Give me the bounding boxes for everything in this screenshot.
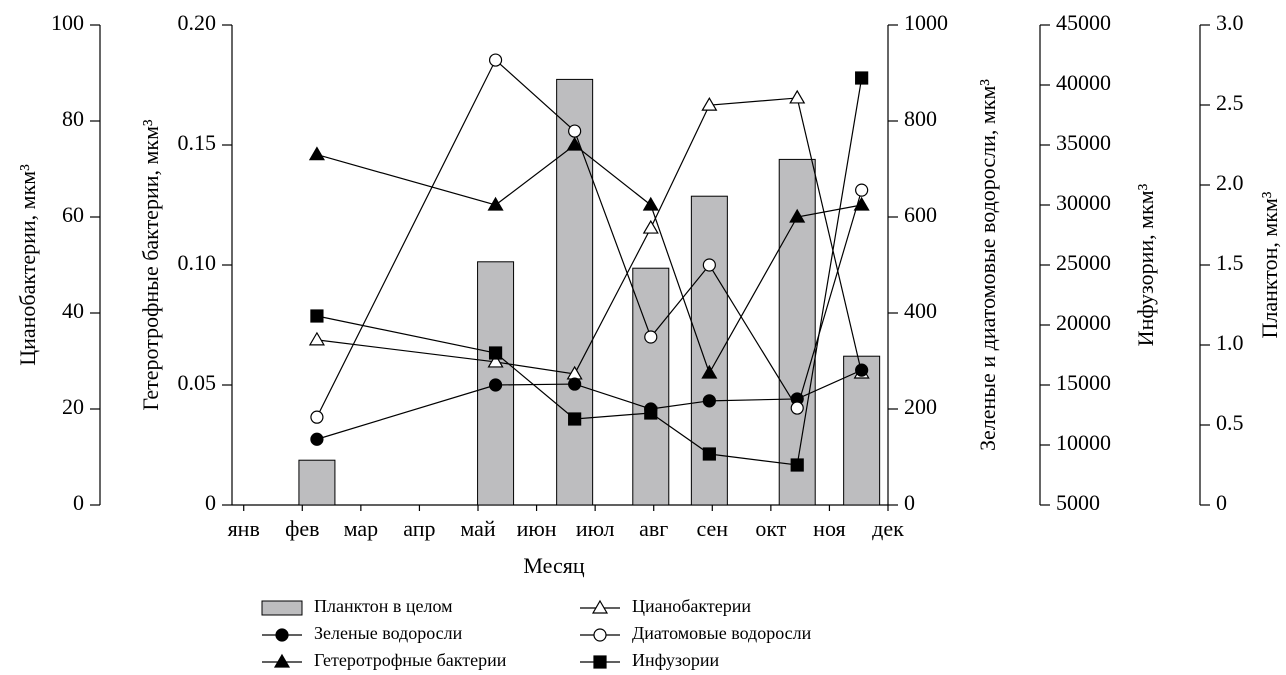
x-tick-label: янв: [228, 516, 260, 541]
legend-label: Цианобактерии: [632, 596, 751, 616]
x-tick-label: дек: [872, 516, 904, 541]
marker: [488, 346, 503, 360]
x-tick-label: мар: [344, 516, 379, 541]
y-tick-label: 600: [904, 202, 937, 227]
legend-marker: [593, 655, 607, 669]
marker: [308, 331, 325, 346]
legend-marker: [593, 628, 607, 642]
x-tick-label: сен: [696, 516, 728, 541]
legend-label: Зеленые водоросли: [314, 623, 463, 643]
y-tick-label: 15000: [1056, 370, 1111, 395]
y-tick-label: 0: [205, 490, 216, 515]
marker: [701, 364, 718, 379]
marker: [642, 196, 659, 211]
y-tick-label: 35000: [1056, 130, 1111, 155]
legend-swatch: [261, 600, 303, 616]
marker: [644, 330, 658, 344]
bar: [298, 459, 336, 506]
y-axis-label: Гетеротрофные бактерии, мкм³: [138, 119, 163, 411]
x-tick-label: окт: [755, 516, 786, 541]
marker: [790, 458, 804, 472]
y-tick-label: 25000: [1056, 250, 1111, 275]
y-axis-label: Планктон, мкм³: [1257, 191, 1282, 338]
legend-marker: [273, 653, 291, 668]
y-tick-label: 0.10: [178, 250, 217, 275]
y-tick-label: 10000: [1056, 430, 1111, 455]
y-tick-label: 100: [51, 10, 84, 35]
y-tick-label: 0: [73, 490, 84, 515]
x-tick-label: ноя: [813, 516, 845, 541]
y-tick-label: 2.5: [1216, 90, 1244, 115]
y-tick-label: 45000: [1056, 10, 1111, 35]
y-tick-label: 80: [62, 106, 84, 131]
marker: [566, 136, 583, 151]
x-tick-label: май: [460, 516, 496, 541]
marker: [310, 309, 324, 323]
marker: [853, 196, 870, 211]
marker: [702, 447, 716, 461]
y-tick-label: 20: [62, 394, 84, 419]
x-tick-label: фев: [285, 516, 319, 541]
legend-label: Диатомовые водоросли: [632, 623, 812, 643]
marker: [790, 401, 804, 415]
y-tick-label: 30000: [1056, 190, 1111, 215]
legend-marker: [275, 628, 289, 642]
y-tick-label: 1.0: [1216, 330, 1244, 355]
y-tick-label: 60: [62, 202, 84, 227]
y-tick-label: 5000: [1056, 490, 1100, 515]
marker: [702, 394, 716, 408]
marker: [568, 377, 582, 391]
y-tick-label: 0.20: [178, 10, 217, 35]
y-tick-label: 400: [904, 298, 937, 323]
y-tick-label: 1000: [904, 10, 948, 35]
marker: [310, 432, 324, 446]
marker: [488, 53, 503, 67]
y-tick-label: 0: [1216, 490, 1227, 515]
bar: [843, 355, 881, 506]
marker: [568, 412, 582, 426]
y-tick-label: 200: [904, 394, 937, 419]
y-axis-label: Цианобактерии, мкм³: [15, 164, 40, 366]
legend-marker: [591, 599, 609, 614]
bar: [632, 267, 670, 506]
marker: [855, 363, 869, 377]
legend-label: Инфузории: [632, 650, 719, 670]
x-axis-label: Месяц: [523, 553, 584, 578]
x-tick-label: июн: [517, 516, 557, 541]
y-tick-label: 40: [62, 298, 84, 323]
marker: [642, 219, 659, 234]
y-tick-label: 3.0: [1216, 10, 1244, 35]
x-tick-label: апр: [403, 516, 435, 541]
marker: [308, 146, 325, 161]
y-tick-label: 1.5: [1216, 250, 1244, 275]
legend-label: Гетеротрофные бактерии: [314, 650, 507, 670]
x-tick-label: авг: [639, 516, 668, 541]
y-axis-label: Зеленые и диатомовые водоросли, мкм³: [975, 79, 1000, 451]
y-tick-label: 40000: [1056, 70, 1111, 95]
marker: [487, 353, 504, 368]
marker: [488, 378, 503, 392]
marker: [310, 410, 324, 424]
y-tick-label: 0: [904, 490, 915, 515]
marker: [855, 183, 869, 197]
marker: [701, 96, 718, 111]
marker: [789, 89, 806, 104]
legend-label: Планктон в целом: [314, 596, 453, 616]
y-tick-label: 0.05: [178, 370, 217, 395]
x-tick-label: июл: [576, 516, 615, 541]
y-tick-label: 0.5: [1216, 410, 1244, 435]
y-tick-label: 20000: [1056, 310, 1111, 335]
y-tick-label: 0.15: [178, 130, 217, 155]
marker: [568, 124, 582, 138]
y-tick-label: 800: [904, 106, 937, 131]
y-axis-label: Инфузории, мкм³: [1133, 183, 1158, 346]
marker: [644, 406, 658, 420]
marker: [487, 196, 504, 211]
y-tick-label: 2.0: [1216, 170, 1244, 195]
marker: [702, 258, 716, 272]
marker: [789, 208, 806, 223]
marker: [855, 71, 869, 85]
